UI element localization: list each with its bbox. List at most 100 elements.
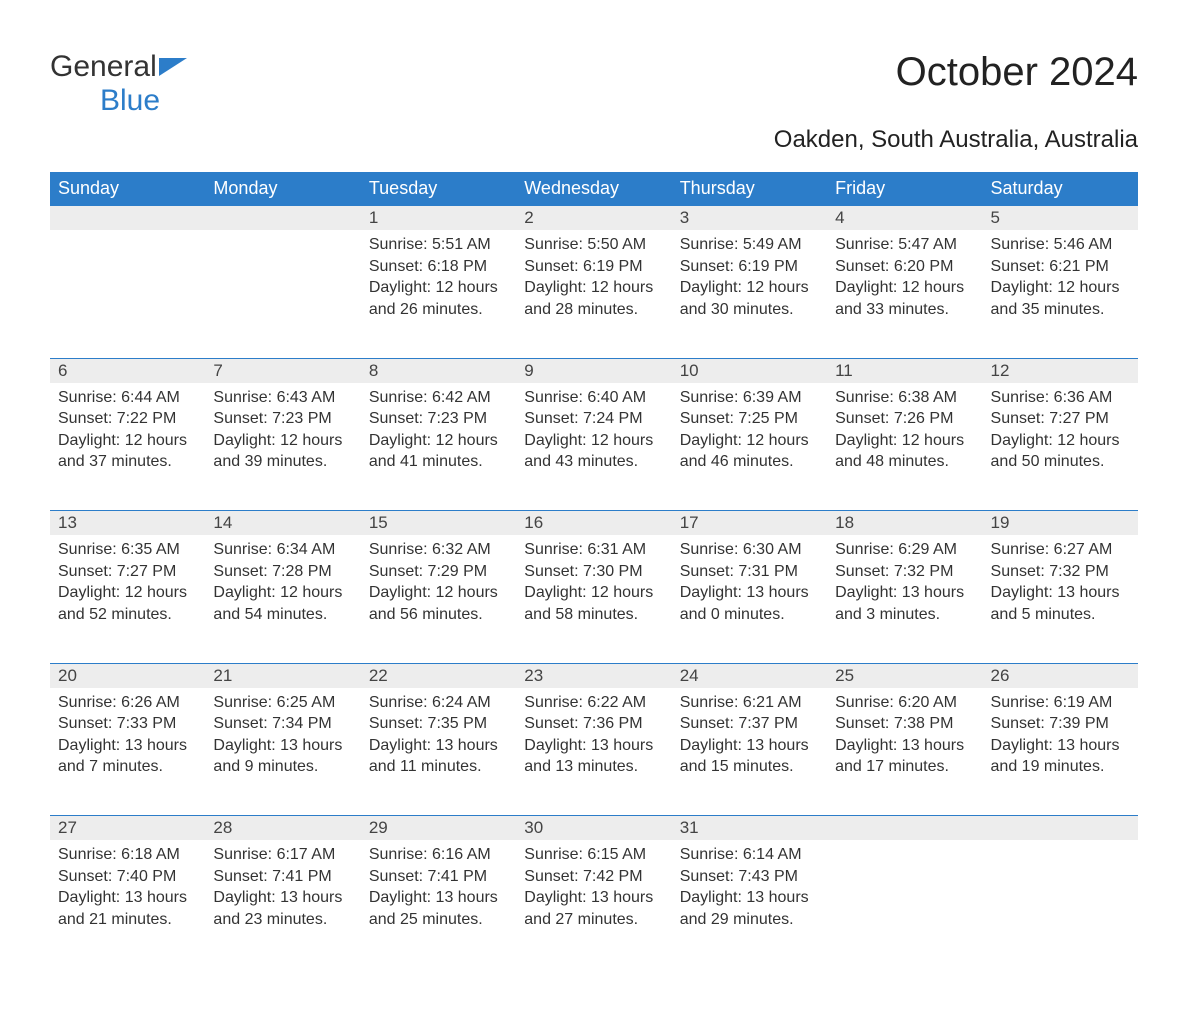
day-detail: Sunrise: 6:17 AMSunset: 7:41 PMDaylight:… (205, 840, 360, 944)
day-cell: Sunrise: 6:14 AMSunset: 7:43 PMDaylight:… (672, 840, 827, 968)
day-cell: Sunrise: 6:17 AMSunset: 7:41 PMDaylight:… (205, 840, 360, 968)
day-cell: Sunrise: 5:46 AMSunset: 6:21 PMDaylight:… (983, 230, 1138, 358)
daylight-text: Daylight: 13 hours and 27 minutes. (524, 889, 653, 928)
day-cell (827, 840, 982, 968)
sunset-text: Sunset: 7:43 PM (680, 868, 798, 885)
sunset-text: Sunset: 7:32 PM (991, 563, 1109, 580)
sunset-text: Sunset: 7:40 PM (58, 868, 176, 885)
sunset-text: Sunset: 7:22 PM (58, 410, 176, 427)
sunrise-text: Sunrise: 6:22 AM (524, 694, 646, 711)
calendar-table: SundayMondayTuesdayWednesdayThursdayFrid… (50, 172, 1138, 968)
day-number-cell: 9 (516, 358, 671, 383)
day-cell: Sunrise: 6:26 AMSunset: 7:33 PMDaylight:… (50, 688, 205, 816)
day-detail: Sunrise: 6:34 AMSunset: 7:28 PMDaylight:… (205, 535, 360, 639)
sunset-text: Sunset: 7:42 PM (524, 868, 642, 885)
day-detail: Sunrise: 6:36 AMSunset: 7:27 PMDaylight:… (983, 383, 1138, 487)
sunset-text: Sunset: 7:35 PM (369, 715, 487, 732)
sunset-text: Sunset: 7:25 PM (680, 410, 798, 427)
sunset-text: Sunset: 7:38 PM (835, 715, 953, 732)
day-number-cell (983, 816, 1138, 841)
day-detail: Sunrise: 6:38 AMSunset: 7:26 PMDaylight:… (827, 383, 982, 487)
weekday-header-row: SundayMondayTuesdayWednesdayThursdayFrid… (50, 172, 1138, 206)
day-number-cell: 19 (983, 511, 1138, 536)
day-detail: Sunrise: 6:14 AMSunset: 7:43 PMDaylight:… (672, 840, 827, 944)
daylight-text: Daylight: 12 hours and 33 minutes. (835, 279, 964, 318)
sunrise-text: Sunrise: 5:46 AM (991, 236, 1113, 253)
day-number-cell: 16 (516, 511, 671, 536)
day-detail: Sunrise: 5:51 AMSunset: 6:18 PMDaylight:… (361, 230, 516, 334)
sunset-text: Sunset: 7:24 PM (524, 410, 642, 427)
sunset-text: Sunset: 7:31 PM (680, 563, 798, 580)
day-number-cell: 2 (516, 206, 671, 231)
sunrise-text: Sunrise: 6:38 AM (835, 389, 957, 406)
daynum-row: 2728293031 (50, 816, 1138, 841)
day-number-cell: 22 (361, 663, 516, 688)
sunrise-text: Sunrise: 6:19 AM (991, 694, 1113, 711)
daynum-row: 13141516171819 (50, 511, 1138, 536)
sunset-text: Sunset: 7:23 PM (213, 410, 331, 427)
day-cell: Sunrise: 6:21 AMSunset: 7:37 PMDaylight:… (672, 688, 827, 816)
day-detail: Sunrise: 6:25 AMSunset: 7:34 PMDaylight:… (205, 688, 360, 792)
daylight-text: Daylight: 12 hours and 58 minutes. (524, 584, 653, 623)
sunrise-text: Sunrise: 6:15 AM (524, 846, 646, 863)
day-number-cell (827, 816, 982, 841)
daylight-text: Daylight: 12 hours and 48 minutes. (835, 432, 964, 471)
sunset-text: Sunset: 7:30 PM (524, 563, 642, 580)
day-cell: Sunrise: 5:51 AMSunset: 6:18 PMDaylight:… (361, 230, 516, 358)
daylight-text: Daylight: 12 hours and 30 minutes. (680, 279, 809, 318)
sunrise-text: Sunrise: 5:47 AM (835, 236, 957, 253)
day-cell: Sunrise: 6:40 AMSunset: 7:24 PMDaylight:… (516, 383, 671, 511)
page-title: October 2024 (896, 50, 1138, 95)
day-cell: Sunrise: 6:31 AMSunset: 7:30 PMDaylight:… (516, 535, 671, 663)
daylight-text: Daylight: 13 hours and 29 minutes. (680, 889, 809, 928)
sunrise-text: Sunrise: 6:39 AM (680, 389, 802, 406)
day-detail: Sunrise: 6:31 AMSunset: 7:30 PMDaylight:… (516, 535, 671, 639)
day-cell: Sunrise: 6:39 AM Sunset: 7:25 PM Daylight:… (672, 383, 827, 511)
day-number-cell: 29 (361, 816, 516, 841)
sunset-text: Sunset: 7:36 PM (524, 715, 642, 732)
day-number-cell: 24 (672, 663, 827, 688)
sunset-text: Sunset: 6:20 PM (835, 258, 953, 275)
day-detail: Sunrise: 6:32 AMSunset: 7:29 PMDaylight:… (361, 535, 516, 639)
day-cell: Sunrise: 6:15 AM Sunset: 7:42 PM Daylight:… (516, 840, 671, 968)
weekday-header: Wednesday (516, 172, 671, 206)
sunset-text: Sunset: 6:21 PM (991, 258, 1109, 275)
week-row: Sunrise: 6:44 AMSunset: 7:22 PMDaylight:… (50, 383, 1138, 511)
day-detail: Sunrise: 6:30 AMSunset: 7:31 PMDaylight:… (672, 535, 827, 639)
day-number-cell: 7 (205, 358, 360, 383)
day-detail: Sunrise: 6:20 AMSunset: 7:38 PMDaylight:… (827, 688, 982, 792)
day-cell: Sunrise: 6:36 AMSunset: 7:27 PMDaylight:… (983, 383, 1138, 511)
day-number-cell: 30 (516, 816, 671, 841)
day-detail: Sunrise: 5:47 AM Sunset: 6:20 PM Daylight:… (827, 230, 982, 334)
daylight-text: Daylight: 13 hours and 19 minutes. (991, 737, 1120, 776)
sunrise-text: Sunrise: 6:24 AM (369, 694, 491, 711)
daylight-text: Daylight: 12 hours and 56 minutes. (369, 584, 498, 623)
day-number-cell: 3 (672, 206, 827, 231)
sunset-text: Sunset: 7:33 PM (58, 715, 176, 732)
day-cell: Sunrise: 6:32 AMSunset: 7:29 PMDaylight:… (361, 535, 516, 663)
day-cell: Sunrise: 6:43 AMSunset: 7:23 PMDaylight:… (205, 383, 360, 511)
sunrise-text: Sunrise: 6:32 AM (369, 541, 491, 558)
day-number-cell: 27 (50, 816, 205, 841)
daylight-text: Daylight: 13 hours and 11 minutes. (369, 737, 498, 776)
logo-text-1: General (50, 50, 157, 83)
sunset-text: Sunset: 6:18 PM (369, 258, 487, 275)
sunrise-text: Sunrise: 5:49 AM (680, 236, 802, 253)
sunrise-text: Sunrise: 6:26 AM (58, 694, 180, 711)
daylight-text: Daylight: 12 hours and 46 minutes. (680, 432, 809, 471)
weekday-header: Thursday (672, 172, 827, 206)
day-detail: Sunrise: 6:29 AMSunset: 7:32 PMDaylight:… (827, 535, 982, 639)
weekday-header: Monday (205, 172, 360, 206)
day-number-cell: 25 (827, 663, 982, 688)
day-detail: Sunrise: 6:44 AMSunset: 7:22 PMDaylight:… (50, 383, 205, 487)
day-number-cell (205, 206, 360, 231)
daylight-text: Daylight: 13 hours and 5 minutes. (991, 584, 1120, 623)
day-number-cell: 28 (205, 816, 360, 841)
daylight-text: Daylight: 12 hours and 50 minutes. (991, 432, 1120, 471)
daylight-text: Daylight: 12 hours and 54 minutes. (213, 584, 342, 623)
sunset-text: Sunset: 6:19 PM (524, 258, 642, 275)
sunset-text: Sunset: 7:28 PM (213, 563, 331, 580)
day-cell: Sunrise: 6:25 AMSunset: 7:34 PMDaylight:… (205, 688, 360, 816)
sunrise-text: Sunrise: 6:29 AM (835, 541, 957, 558)
day-detail: Sunrise: 6:39 AM Sunset: 7:25 PM Daylight:… (672, 383, 827, 487)
